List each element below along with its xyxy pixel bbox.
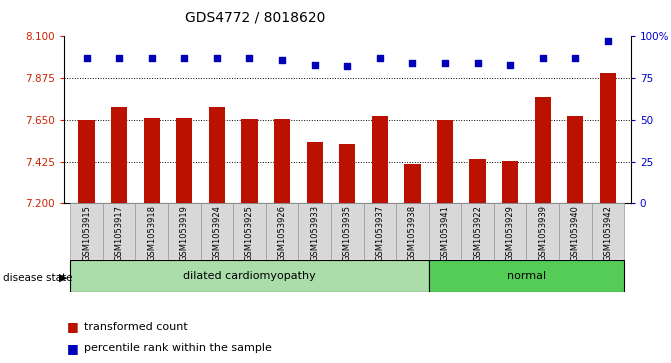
FancyBboxPatch shape: [331, 203, 364, 260]
Bar: [79, 120, 95, 203]
FancyBboxPatch shape: [396, 203, 429, 260]
Text: GSM1053939: GSM1053939: [538, 205, 548, 261]
Point: [603, 38, 613, 44]
Text: disease state: disease state: [3, 273, 73, 283]
FancyBboxPatch shape: [136, 203, 168, 260]
Bar: [535, 97, 551, 203]
Bar: [600, 73, 616, 203]
Text: GSM1053918: GSM1053918: [147, 205, 156, 261]
Bar: [111, 107, 127, 203]
Text: GSM1053942: GSM1053942: [603, 205, 613, 261]
Text: GSM1053937: GSM1053937: [375, 205, 384, 261]
Bar: [339, 144, 356, 203]
Bar: [372, 116, 388, 203]
Point: [440, 60, 450, 66]
Bar: [567, 116, 584, 203]
Text: GSM1053922: GSM1053922: [473, 205, 482, 261]
FancyBboxPatch shape: [103, 203, 136, 260]
Bar: [144, 118, 160, 203]
Text: GSM1053940: GSM1053940: [571, 205, 580, 261]
Point: [570, 55, 580, 61]
FancyBboxPatch shape: [559, 203, 592, 260]
Text: ■: ■: [67, 320, 79, 333]
Bar: [209, 107, 225, 203]
Point: [211, 55, 222, 61]
Point: [81, 55, 92, 61]
FancyBboxPatch shape: [234, 203, 266, 260]
FancyBboxPatch shape: [592, 203, 624, 260]
Text: ▶: ▶: [59, 273, 68, 283]
Point: [537, 55, 548, 61]
Point: [342, 64, 353, 69]
Point: [472, 60, 483, 66]
Text: GSM1053935: GSM1053935: [343, 205, 352, 261]
FancyBboxPatch shape: [70, 260, 429, 292]
FancyBboxPatch shape: [201, 203, 234, 260]
Bar: [242, 119, 258, 203]
FancyBboxPatch shape: [429, 203, 461, 260]
Text: GSM1053924: GSM1053924: [213, 205, 221, 261]
Point: [179, 55, 190, 61]
FancyBboxPatch shape: [168, 203, 201, 260]
FancyBboxPatch shape: [527, 203, 559, 260]
Text: GDS4772 / 8018620: GDS4772 / 8018620: [185, 11, 325, 25]
Text: normal: normal: [507, 271, 546, 281]
Text: GSM1053925: GSM1053925: [245, 205, 254, 261]
Point: [114, 55, 125, 61]
FancyBboxPatch shape: [299, 203, 331, 260]
Bar: [274, 119, 291, 203]
FancyBboxPatch shape: [364, 203, 396, 260]
FancyBboxPatch shape: [429, 260, 624, 292]
Text: GSM1053919: GSM1053919: [180, 205, 189, 261]
FancyBboxPatch shape: [461, 203, 494, 260]
Text: GSM1053917: GSM1053917: [115, 205, 123, 261]
Bar: [502, 160, 518, 203]
Text: GSM1053929: GSM1053929: [506, 205, 515, 261]
Bar: [437, 120, 453, 203]
Text: GSM1053926: GSM1053926: [278, 205, 287, 261]
FancyBboxPatch shape: [70, 203, 103, 260]
Text: ■: ■: [67, 342, 79, 355]
Text: GSM1053938: GSM1053938: [408, 205, 417, 261]
Bar: [404, 164, 421, 203]
Point: [276, 57, 287, 62]
Text: GSM1053941: GSM1053941: [440, 205, 450, 261]
Point: [244, 55, 255, 61]
Point: [407, 60, 418, 66]
Point: [505, 62, 515, 68]
Text: GSM1053915: GSM1053915: [82, 205, 91, 261]
Point: [146, 55, 157, 61]
Text: transformed count: transformed count: [84, 322, 188, 332]
Bar: [470, 159, 486, 203]
FancyBboxPatch shape: [494, 203, 527, 260]
Text: dilated cardiomyopathy: dilated cardiomyopathy: [183, 271, 316, 281]
Point: [309, 62, 320, 68]
FancyBboxPatch shape: [266, 203, 299, 260]
Bar: [176, 118, 193, 203]
Text: GSM1053933: GSM1053933: [310, 205, 319, 261]
Point: [374, 55, 385, 61]
Bar: [307, 142, 323, 203]
Text: percentile rank within the sample: percentile rank within the sample: [84, 343, 272, 354]
